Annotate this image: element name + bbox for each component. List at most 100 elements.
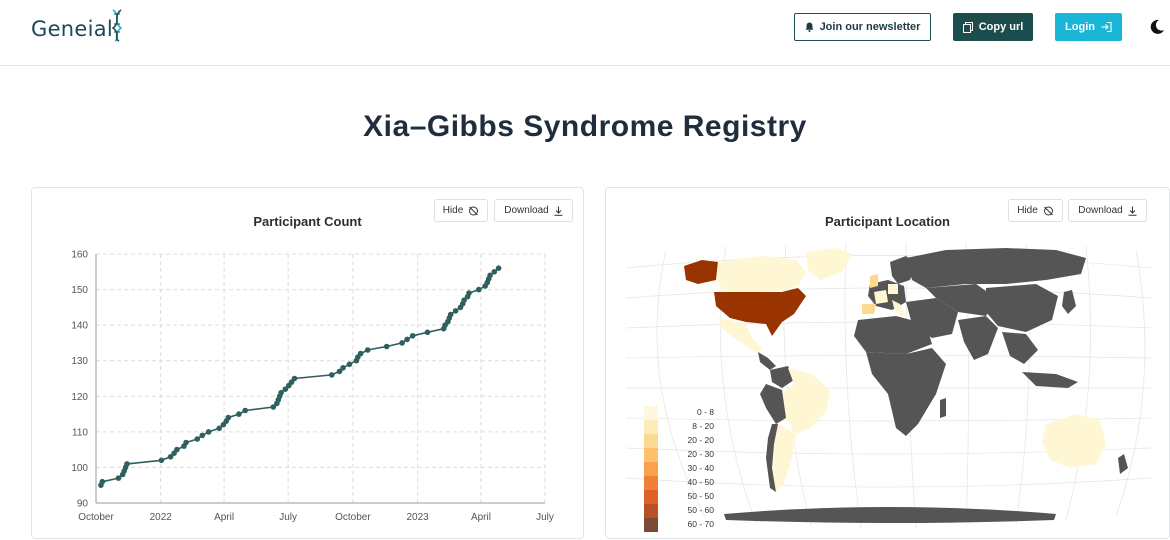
legend-label: 40 - 50	[687, 477, 714, 487]
data-point	[115, 475, 122, 481]
legend-item: 50 - 50	[644, 490, 734, 504]
newsletter-label: Join our newsletter	[819, 21, 921, 33]
hide-count-chart-button[interactable]: Hide	[434, 199, 488, 222]
legend-item: 40 - 50	[644, 476, 734, 490]
map-country-peru-bolivia	[760, 384, 786, 424]
data-point	[242, 407, 248, 414]
data-point	[346, 361, 353, 368]
legend-swatch	[644, 476, 658, 490]
map-region-sub-saharan-africa	[866, 348, 946, 436]
legend-swatch	[644, 420, 658, 434]
download-location-map-button[interactable]: Download	[1068, 199, 1147, 222]
data-point	[340, 365, 346, 371]
x-tick-label: October	[335, 512, 371, 523]
login-button[interactable]: Login	[1055, 13, 1122, 41]
data-point	[383, 343, 390, 350]
data-point	[124, 461, 130, 467]
map-country-brazil	[782, 368, 830, 434]
data-point	[158, 457, 165, 464]
data-point	[452, 308, 459, 314]
data-point	[491, 269, 498, 275]
legend-swatch	[644, 490, 658, 504]
legend-item: 0 - 8	[644, 406, 734, 420]
data-point	[447, 311, 454, 318]
data-point	[487, 272, 493, 279]
map-country-france	[874, 290, 888, 304]
hide-label: Hide	[442, 205, 464, 216]
data-point	[424, 329, 431, 336]
legend-item: 50 - 60	[644, 504, 734, 518]
legend-label: 50 - 60	[687, 505, 714, 515]
legend-swatch	[644, 448, 658, 462]
data-point	[236, 411, 242, 417]
map-country-canada	[716, 256, 806, 292]
logo[interactable]: Geneial	[31, 9, 123, 46]
data-point	[466, 290, 472, 296]
legend-item: 20 - 30	[644, 448, 734, 462]
download-icon	[554, 206, 563, 216]
legend-item: 8 - 20	[644, 420, 734, 434]
data-point	[495, 265, 502, 271]
join-newsletter-button[interactable]: Join our newsletter	[794, 13, 931, 41]
legend-item: 30 - 40	[644, 462, 734, 476]
data-point	[216, 425, 222, 432]
participant-location-title: Participant Location	[825, 214, 950, 229]
map-country-russia	[906, 248, 1086, 288]
data-point	[409, 333, 416, 339]
map-country-spain	[862, 304, 876, 314]
copy-url-button[interactable]: Copy url	[953, 13, 1033, 41]
download-count-chart-button[interactable]: Download	[494, 199, 573, 222]
data-point	[461, 297, 467, 303]
legend-label: 60 - 70	[687, 519, 714, 529]
legend-swatch	[644, 518, 658, 532]
data-point	[336, 368, 343, 375]
legend-swatch	[644, 406, 658, 420]
map-country-india	[958, 316, 998, 360]
map-country-colombia	[770, 366, 794, 388]
data-point	[270, 404, 277, 410]
legend-swatch	[644, 434, 658, 448]
eye-off-icon	[1043, 206, 1053, 215]
map-region-southeast-asia	[1002, 332, 1038, 364]
map-country-madagascar	[940, 398, 946, 418]
y-tick-label: 90	[77, 499, 89, 510]
data-point	[329, 372, 335, 378]
map-country-mexico	[718, 318, 762, 354]
y-tick-label: 120	[71, 392, 88, 403]
moon-icon[interactable]	[1149, 19, 1165, 35]
legend-swatch	[644, 504, 658, 518]
download-icon	[1128, 206, 1137, 216]
map-country-new-zealand	[1118, 454, 1128, 474]
map-country-china	[986, 284, 1058, 332]
y-tick-label: 140	[71, 321, 88, 332]
bell-icon	[805, 22, 814, 32]
data-point	[99, 478, 106, 485]
legend-label: 30 - 40	[687, 463, 714, 473]
copy-icon	[962, 21, 973, 33]
map-country-usa	[714, 288, 806, 336]
x-tick-label: 2022	[150, 512, 173, 523]
map-country-greenland	[806, 248, 852, 280]
participant-count-title: Participant Count	[253, 214, 362, 229]
y-tick-label: 150	[71, 285, 88, 296]
data-point	[291, 375, 298, 382]
data-point	[476, 286, 482, 293]
x-tick-label: 2023	[406, 512, 429, 523]
x-tick-label: April	[471, 512, 491, 523]
hide-location-map-button[interactable]: Hide	[1008, 199, 1063, 222]
login-label: Login	[1065, 21, 1095, 33]
data-point	[399, 340, 405, 346]
copy-url-label: Copy url	[978, 21, 1024, 33]
map-country-australia	[1042, 414, 1106, 468]
x-tick-label: April	[214, 512, 234, 523]
legend-label: 50 - 50	[687, 491, 714, 501]
data-point	[278, 389, 284, 396]
legend-label: 8 - 20	[692, 421, 714, 431]
top-header: Geneial Join our newsletter Copy url Log…	[0, 0, 1170, 66]
hide-label: Hide	[1017, 205, 1038, 216]
login-icon	[1101, 22, 1112, 32]
data-point	[404, 336, 410, 343]
map-region-antarctica	[724, 507, 1056, 523]
dna-icon	[111, 9, 123, 42]
legend-item: 60 - 70	[644, 518, 734, 532]
